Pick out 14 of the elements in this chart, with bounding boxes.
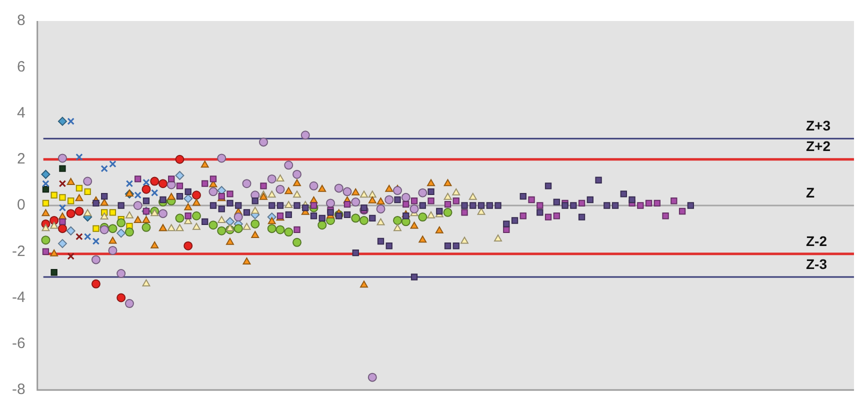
y-tick-label: 2 (16, 150, 26, 168)
y-tick-label: 6 (16, 58, 26, 76)
y-tick-label: -8 (12, 381, 26, 398)
ref-line-label: Z+3 (806, 117, 831, 134)
ref-line-label: Z-2 (806, 232, 828, 249)
y-tick-label: -2 (12, 242, 26, 260)
y-tick-label: 0 (16, 196, 26, 214)
ref-line-label: Z-3 (806, 256, 828, 272)
y-tick-label: -6 (12, 335, 26, 352)
ref-line-label: Z+2 (806, 138, 831, 154)
y-tick-label: -4 (12, 288, 26, 306)
y-tick-label: 8 (16, 12, 26, 30)
ref-line-label: Z (806, 184, 815, 200)
y-tick-label: 4 (16, 104, 26, 122)
